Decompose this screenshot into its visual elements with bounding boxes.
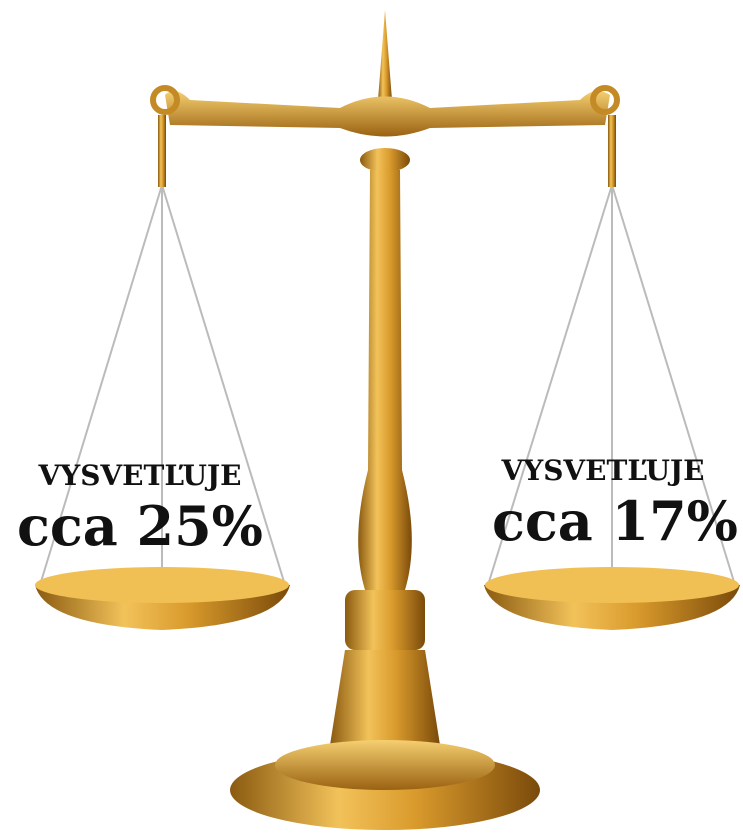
spike [378,10,392,100]
post-foot [330,650,440,745]
hook-left [150,85,180,115]
left-heading: VYSVETĽUJE [38,459,242,492]
scale [35,10,740,830]
post-cap [360,148,410,172]
post [358,170,412,590]
chain-left [158,115,166,187]
base-top [275,740,495,790]
post-knob [345,590,425,650]
right-heading: VYSVETĽUJE [501,454,705,487]
strings [39,184,736,586]
left-text: cca 25% [17,494,263,558]
pan-right-top [485,567,739,603]
beam [165,91,610,137]
right-text: cca 17% [492,489,738,553]
pan-left-top [35,567,289,603]
hook-right [590,85,620,115]
chain-right [608,115,616,187]
